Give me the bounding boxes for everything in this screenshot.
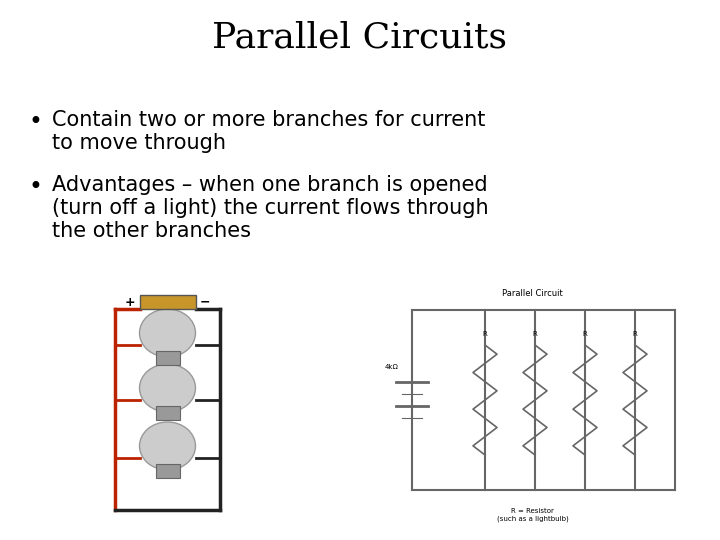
- Text: R: R: [533, 331, 537, 337]
- Text: Parallel Circuits: Parallel Circuits: [212, 21, 508, 55]
- Text: (turn off a light) the current flows through: (turn off a light) the current flows thr…: [52, 198, 489, 218]
- Text: 4kΩ: 4kΩ: [385, 364, 399, 370]
- Bar: [156, 351, 179, 365]
- Bar: [156, 464, 179, 478]
- Text: R: R: [482, 331, 487, 337]
- Ellipse shape: [140, 422, 196, 470]
- Ellipse shape: [140, 364, 196, 412]
- Text: to move through: to move through: [52, 133, 226, 153]
- Text: R: R: [633, 331, 637, 337]
- Text: Parallel Circuit: Parallel Circuit: [502, 289, 563, 298]
- Text: the other branches: the other branches: [52, 221, 251, 241]
- Text: •: •: [28, 175, 42, 199]
- Text: Contain two or more branches for current: Contain two or more branches for current: [52, 110, 485, 130]
- Text: +: +: [125, 295, 135, 308]
- Text: −: −: [199, 295, 210, 308]
- Text: R = Resistor
(such as a lightbulb): R = Resistor (such as a lightbulb): [497, 508, 568, 522]
- Bar: [156, 406, 179, 420]
- Text: Advantages – when one branch is opened: Advantages – when one branch is opened: [52, 175, 487, 195]
- Text: •: •: [28, 110, 42, 134]
- Bar: [140, 295, 196, 309]
- Ellipse shape: [140, 309, 196, 357]
- Text: R: R: [582, 331, 588, 337]
